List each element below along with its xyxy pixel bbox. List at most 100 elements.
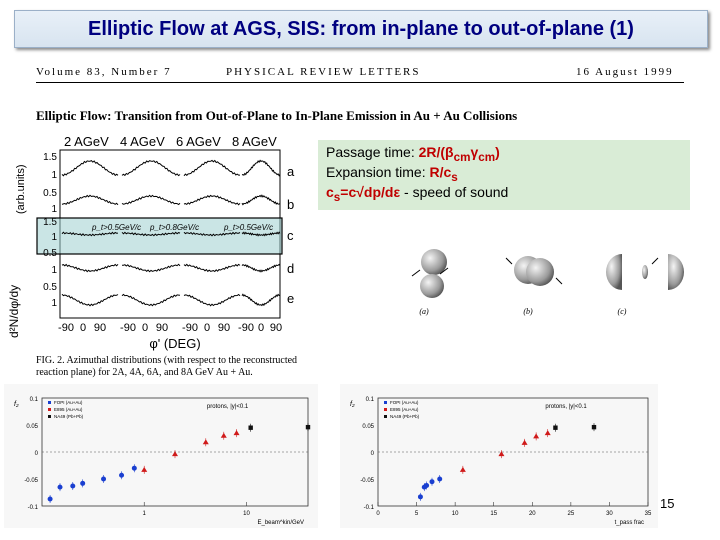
svg-text:1.5: 1.5: [43, 217, 57, 228]
data-point: [417, 494, 423, 500]
svg-text:p_t>0.5GeV/c: p_t>0.5GeV/c: [223, 223, 273, 232]
x-tick-label: 5: [415, 511, 419, 517]
x-tick-label: 20: [529, 511, 536, 517]
journal-volume: Volume 83, Number 7: [36, 66, 172, 78]
svg-text:1: 1: [51, 170, 57, 181]
slide-title: Elliptic Flow at AGS, SIS: from in-plane…: [88, 18, 634, 40]
svg-text:0: 0: [80, 322, 86, 334]
journal-date: 16 August 1999: [576, 66, 674, 78]
expansion-time-line: Expansion time: R/cs: [326, 164, 458, 184]
azimuthal-curve: [61, 160, 119, 177]
passage-time-line: Passage time: 2R/(βcmγcm): [326, 144, 500, 164]
y-tick-label: -0.05: [360, 478, 374, 484]
paper-title: Elliptic Flow: Transition from Out-of-Pl…: [36, 108, 518, 123]
azimuthal-curve: [241, 263, 281, 273]
azimuthal-curve: [241, 194, 281, 206]
y-tick-label: -0.05: [24, 478, 38, 484]
legend-entry: NA49 (Pb+Pb): [390, 414, 420, 419]
data-point: [533, 433, 540, 439]
geometry-label: (a): [419, 307, 429, 316]
azimuthal-curve: [61, 231, 119, 237]
data-point: [498, 451, 505, 457]
legend-marker: [384, 415, 387, 418]
legend-entry: E895 (Au+Au): [390, 407, 419, 412]
data-point: [437, 476, 443, 482]
speed-of-sound-line: cs=c√dp/dε - speed of sound: [326, 184, 509, 204]
svg-text:p_t>0.8GeV/c: p_t>0.8GeV/c: [149, 223, 199, 232]
legend-entry: FOPI (Au+Au): [390, 400, 419, 405]
legend-marker: [48, 401, 51, 404]
data-point: [305, 424, 311, 430]
slide-number: 15: [660, 496, 675, 511]
azimuthal-curve: [61, 194, 119, 206]
legend-marker: [384, 401, 387, 404]
pt-labels: p_t>0.5GeV/c p_t>0.8GeV/c p_t>0.5GeV/c: [91, 223, 273, 232]
y-tick-label: 0: [371, 451, 375, 457]
info-box: Passage time: 2R/(βcmγcm) Expansion time…: [318, 140, 690, 210]
azimuthal-figure: 2 AGeV 4 AGeV 6 AGeV 8 AGeV a b c d e 1.…: [7, 134, 295, 351]
x-tick-label: 30: [606, 511, 613, 517]
azimuthal-curve: [241, 159, 281, 177]
svg-text:1.5: 1.5: [43, 152, 57, 163]
legend-marker: [48, 408, 51, 411]
plot-title: protons, |y|<0.1: [207, 404, 249, 410]
flow-plot-passage: 0.10.050-0.05-0.10 5 10 15 20 25 30 35f₂t_pass …: [340, 384, 658, 528]
data-point: [202, 439, 209, 445]
data-point: [429, 479, 435, 485]
data-point: [47, 496, 53, 502]
energy-label: 4 AGeV: [120, 134, 165, 149]
slide-title-box: Elliptic Flow at AGS, SIS: from in-plane…: [14, 10, 708, 48]
data-point: [553, 425, 558, 430]
svg-text:1: 1: [51, 265, 57, 276]
legend-entry: E895 (Au+Au): [54, 407, 83, 412]
svg-text:1: 1: [51, 232, 57, 243]
data-point: [101, 476, 107, 482]
y-tick-labels: 1.5 1 0.5 1 1.5 1 0.5 1 0.5 1: [43, 152, 57, 309]
y-tick-label: 0: [35, 451, 39, 457]
svg-text:-90: -90: [58, 322, 74, 334]
highlight-box: [36, 217, 283, 255]
azimuthal-curve: [183, 194, 241, 206]
flow-plot-energy: 0.1 0.05 0 -0.05 -0.1 1 10 f₂ E_beam^kin/GeV prot…: [4, 384, 318, 528]
journal-name: PHYSICAL REVIEW LETTERS: [226, 66, 421, 78]
row-label: d: [287, 261, 294, 276]
svg-text:0.5: 0.5: [43, 188, 57, 199]
energy-label: 6 AGeV: [176, 134, 221, 149]
y-axis-units: (arb.units): [15, 164, 27, 214]
geometry-label: (b): [523, 307, 533, 316]
svg-text:0: 0: [258, 322, 264, 334]
y-tick-label: 0.05: [26, 424, 38, 430]
journal-header: Volume 83, Number 7 PHYSICAL REVIEW LETT…: [36, 64, 684, 83]
y-axis-label: d²N/dφ/dy: [7, 285, 21, 338]
energy-label: 2 AGeV: [64, 134, 109, 149]
x-tick-label: 0: [376, 511, 380, 517]
svg-text:90: 90: [218, 322, 230, 334]
data-point: [80, 480, 86, 486]
x-tick-labels: -90 0 90 -90 0 90 -90 0 90 -90 0 90: [58, 322, 282, 334]
plot-title: protons, |y|<0.1: [545, 404, 587, 410]
svg-text:1: 1: [51, 204, 57, 215]
x-tick-label: 1: [143, 511, 147, 517]
svg-text:0.5: 0.5: [43, 248, 57, 259]
azimuthal-curve: [183, 263, 241, 273]
data-point: [459, 466, 466, 472]
data-point: [591, 424, 597, 430]
azimuthal-curve: [121, 231, 181, 237]
azimuthal-curve: [241, 231, 281, 237]
svg-text:0.5: 0.5: [43, 282, 57, 293]
svg-text:-90: -90: [182, 322, 198, 334]
svg-text:0: 0: [142, 322, 148, 334]
data-point: [424, 482, 430, 488]
svg-text:1: 1: [51, 298, 57, 309]
data-point: [131, 465, 137, 471]
y-tick-label: 0.05: [362, 424, 374, 430]
svg-text:p_t>0.5GeV/c: p_t>0.5GeV/c: [91, 223, 141, 232]
row-label: e: [287, 291, 294, 306]
geometry-c: [606, 254, 684, 290]
y-axis-label: f₂: [14, 401, 19, 408]
x-tick-label: 10: [243, 511, 250, 517]
azimuthal-curve: [122, 263, 181, 273]
y-tick-label: 0.1: [366, 397, 375, 403]
data-point: [233, 430, 240, 436]
azimuthal-curve: [183, 159, 240, 177]
